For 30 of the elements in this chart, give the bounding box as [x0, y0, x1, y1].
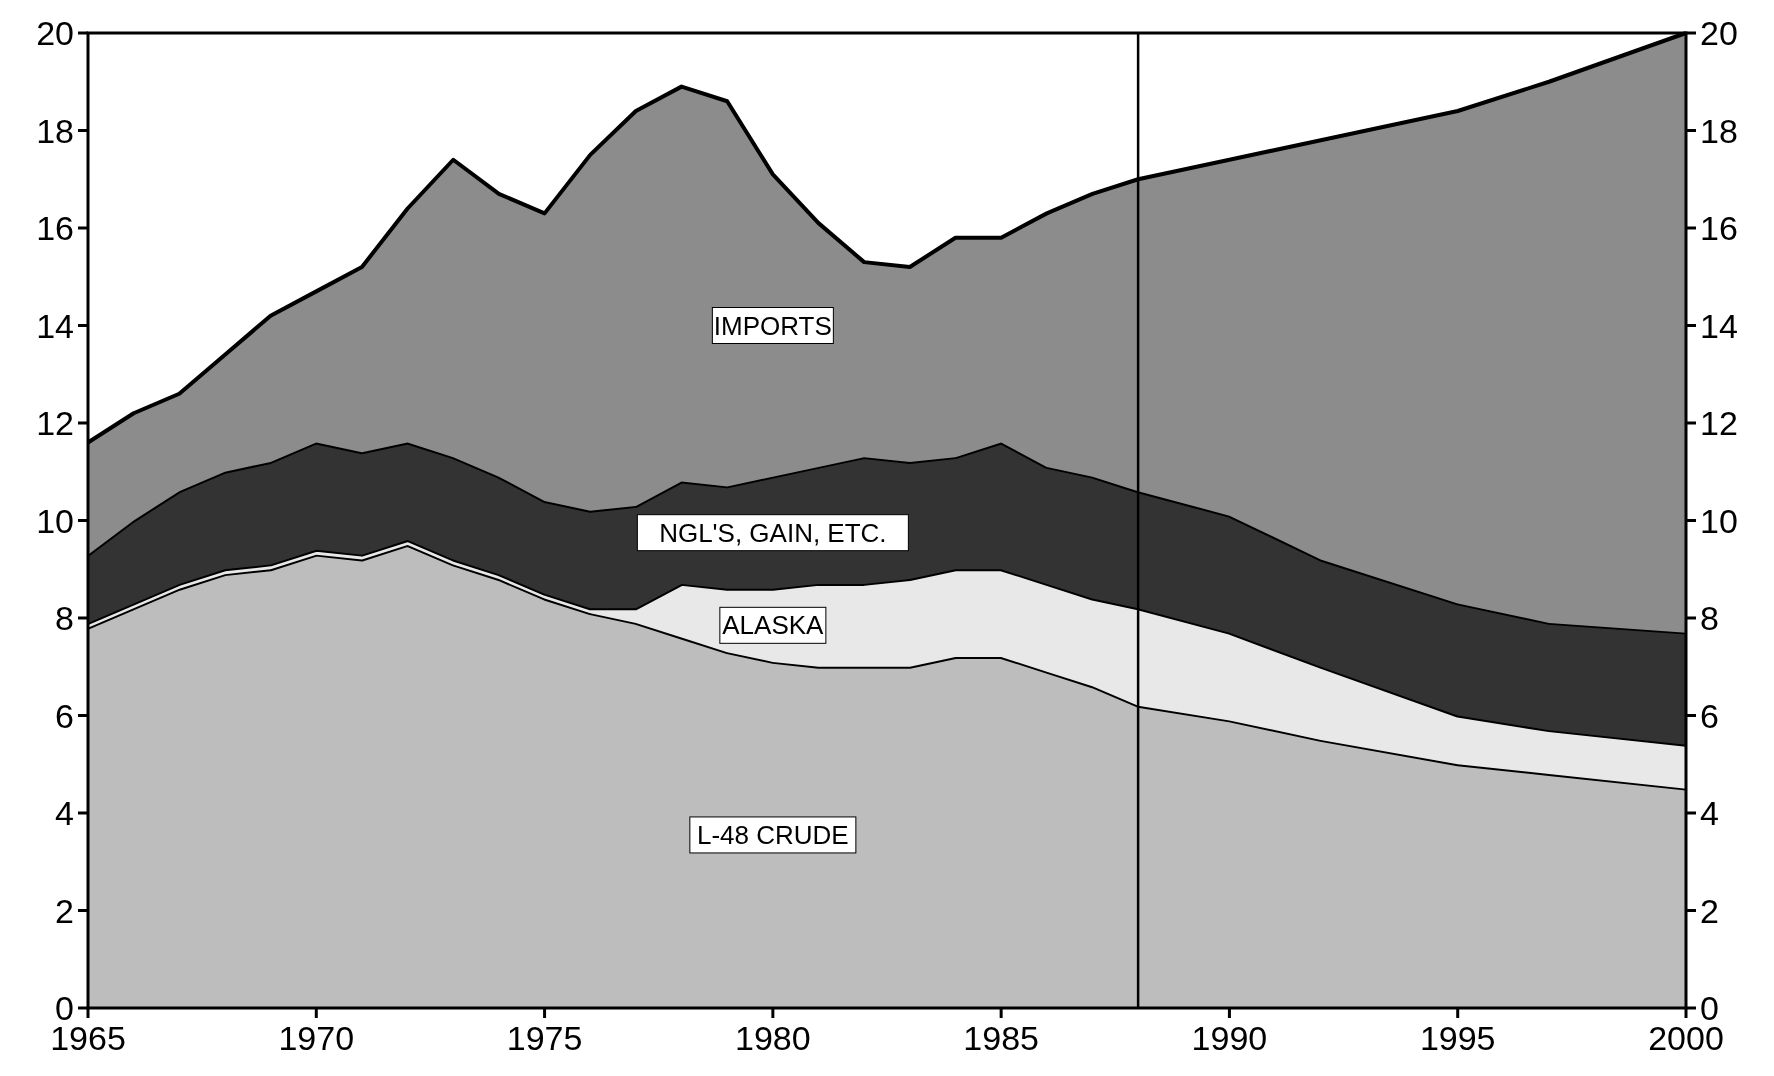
x-tick-label: 1975 — [506, 1019, 583, 1057]
y2-tick-label: 10 — [1700, 501, 1738, 540]
x-tick-label: 1990 — [1191, 1019, 1268, 1057]
series-label: L-48 CRUDE — [697, 819, 849, 850]
x-tick-label: 1970 — [278, 1019, 355, 1057]
x-tick-label: 1980 — [735, 1019, 811, 1057]
x-tick-label: 1985 — [963, 1019, 1039, 1057]
y2-tick-label: 6 — [1700, 696, 1719, 735]
x-tick-label: 1995 — [1419, 1019, 1496, 1057]
y2-tick-label: 12 — [1700, 404, 1738, 442]
y-tick-label: 18 — [36, 111, 74, 150]
y-tick-label: 12 — [36, 404, 74, 442]
y-tick-label: 4 — [55, 794, 74, 832]
y-tick-label: 10 — [36, 501, 74, 540]
y-tick-label: 2 — [55, 891, 74, 930]
y2-tick-label: 4 — [1700, 794, 1719, 832]
y-tick-label: 20 — [36, 14, 74, 52]
y-tick-label: 8 — [55, 599, 74, 637]
y2-tick-label: 20 — [1700, 14, 1738, 52]
y2-tick-label: 16 — [1700, 209, 1738, 247]
y2-tick-label: 2 — [1700, 891, 1719, 930]
y2-tick-label: 18 — [1700, 111, 1738, 150]
y2-tick-label: 14 — [1700, 306, 1738, 345]
y2-tick-label: 8 — [1700, 599, 1719, 637]
series-label: IMPORTS — [713, 310, 832, 341]
series-label: NGL'S, GAIN, ETC. — [659, 517, 887, 548]
y-tick-label: 6 — [55, 696, 74, 735]
y-tick-label: 14 — [36, 306, 74, 345]
series-label: ALASKA — [722, 610, 825, 641]
y-tick-label: 16 — [36, 209, 74, 247]
